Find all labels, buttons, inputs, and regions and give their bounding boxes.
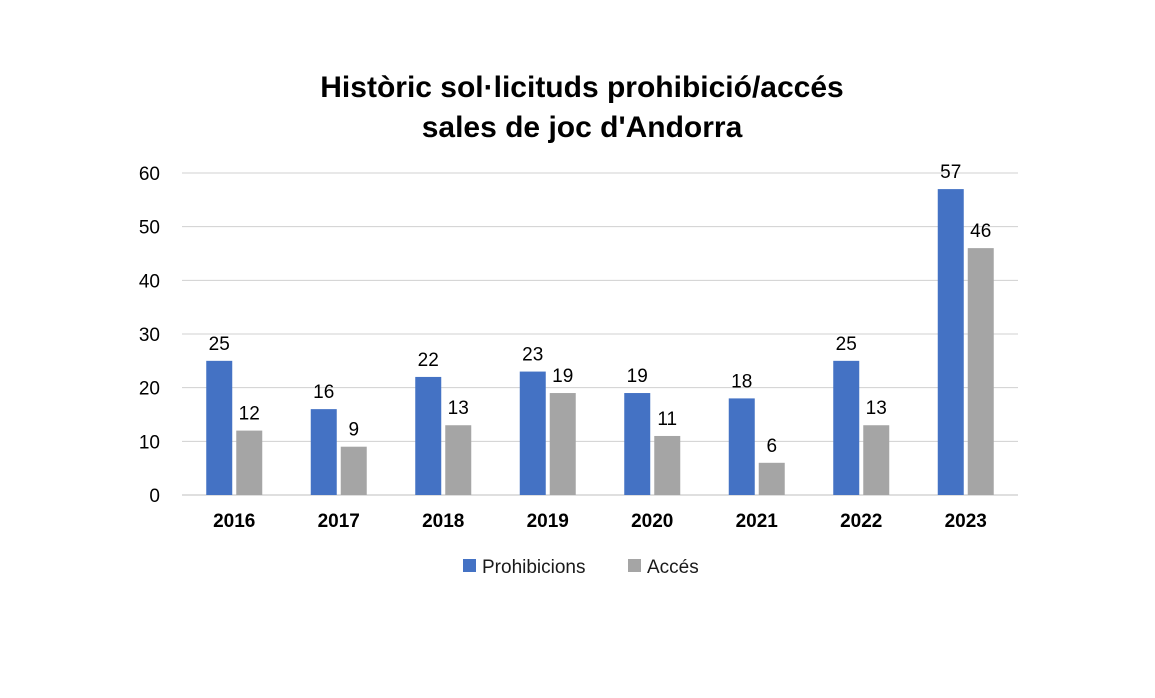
x-tick-label: 2022: [840, 511, 882, 532]
legend-swatch: [463, 559, 476, 572]
bar-prohibicions-2018: [415, 376, 442, 495]
gridlines: [182, 172, 1018, 496]
data-label: 46: [970, 221, 991, 242]
legend-label: Accés: [647, 557, 699, 578]
data-label: 13: [448, 398, 469, 419]
data-label: 11: [657, 409, 677, 430]
x-tick-label: 2018: [422, 511, 464, 532]
bar-acc-s-2018: [445, 425, 472, 495]
bar-acc-s-2021: [758, 462, 785, 495]
x-tick-label: 2023: [945, 511, 987, 532]
data-label: 57: [940, 162, 961, 183]
bar-prohibicions-2017: [310, 409, 337, 495]
x-tick-label: 2016: [213, 511, 255, 532]
chart-title-line-1: Històric sol·licituds prohibició/accés: [320, 71, 843, 104]
y-axis-ticks: 0 10 20 30 40 50 60: [139, 164, 160, 507]
data-label: 19: [627, 366, 648, 387]
x-axis-ticks: 2016 2017 2018 2019 2020 2021 2022 2023: [213, 511, 987, 532]
bars: [206, 189, 994, 495]
y-tick-label: 50: [139, 218, 160, 239]
chart-title: Històric sol·licituds prohibició/accés s…: [320, 71, 843, 144]
y-tick-label: 0: [149, 486, 160, 507]
bar-acc-s-2019: [549, 393, 576, 495]
y-tick-label: 10: [139, 432, 160, 453]
data-label: 12: [239, 404, 260, 425]
chart-title-line-2: sales de joc d'Andorra: [422, 111, 743, 144]
data-label: 22: [418, 350, 439, 371]
data-label: 19: [552, 366, 573, 387]
legend: Prohibicions Accés: [463, 557, 699, 578]
data-labels: 25 12 16 9 22 13 23 19 19 11 18 6 25 13 57 46: [209, 162, 992, 457]
y-tick-label: 60: [139, 164, 160, 185]
data-label: 25: [836, 334, 857, 355]
data-label: 25: [209, 334, 230, 355]
bar-prohibicions-2020: [624, 393, 651, 495]
y-tick-label: 20: [139, 379, 160, 400]
bar-prohibicions-2022: [833, 360, 860, 495]
y-tick-label: 40: [139, 271, 160, 292]
bar-prohibicions-2021: [728, 398, 755, 495]
x-tick-label: 2017: [318, 511, 360, 532]
bar-prohibicions-2019: [519, 371, 546, 495]
bar-acc-s-2017: [340, 446, 367, 495]
bar-acc-s-2020: [654, 435, 681, 495]
bar-prohibicions-2016: [206, 360, 233, 495]
data-label: 9: [348, 420, 359, 441]
data-label: 23: [522, 345, 543, 366]
y-tick-label: 30: [139, 325, 160, 346]
bar-acc-s-2022: [863, 425, 890, 495]
x-tick-label: 2020: [631, 511, 673, 532]
x-tick-label: 2021: [736, 511, 779, 532]
legend-swatch: [628, 559, 641, 572]
legend-label: Prohibicions: [482, 557, 586, 578]
data-label: 18: [731, 371, 752, 392]
bar-prohibicions-2023: [937, 189, 964, 495]
bar-acc-s-2023: [967, 248, 994, 495]
data-label: 13: [866, 398, 887, 419]
data-label: 6: [766, 436, 777, 457]
data-label: 16: [313, 382, 334, 403]
x-tick-label: 2019: [527, 511, 569, 532]
bar-acc-s-2016: [236, 430, 263, 495]
